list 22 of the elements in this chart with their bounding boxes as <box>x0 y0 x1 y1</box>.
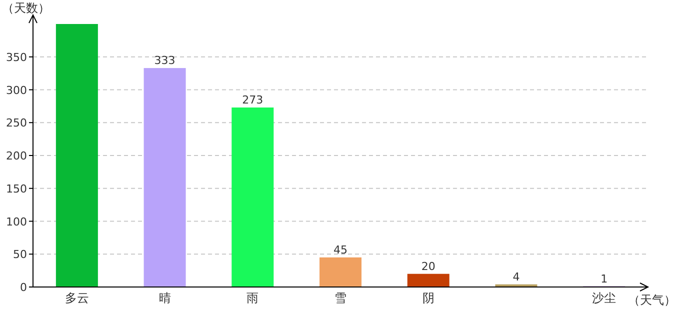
x-tick-label: 晴 <box>158 291 171 305</box>
x-tick-label: 阴 <box>422 291 434 305</box>
x-tick-label: 雨 <box>246 291 259 305</box>
data-label: 333 <box>154 54 176 68</box>
x-tick-label: 沙尘 <box>592 291 616 305</box>
x-tick-label: 多云 <box>64 291 89 305</box>
y-tick-label: 200 <box>6 150 27 162</box>
data-label: 1 <box>600 272 608 286</box>
y-tick-label: 100 <box>6 215 27 228</box>
data-label: 273 <box>242 94 264 107</box>
y-tick-label: 300 <box>6 84 27 97</box>
y-tick-label: 50 <box>13 248 27 262</box>
y-tick-label: 250 <box>6 116 27 130</box>
data-label: 4 <box>512 270 520 284</box>
y-tick-label: 150 <box>6 182 27 196</box>
x-axis-title: （天气） <box>628 293 676 307</box>
y-tick-label: 350 <box>6 50 27 64</box>
y-axis-title: （天数） <box>2 1 50 15</box>
data-label: 45 <box>334 243 348 256</box>
data-label: 20 <box>421 260 436 273</box>
y-tick-label: 0 <box>20 281 27 294</box>
x-tick-label: 雪 <box>334 291 346 305</box>
